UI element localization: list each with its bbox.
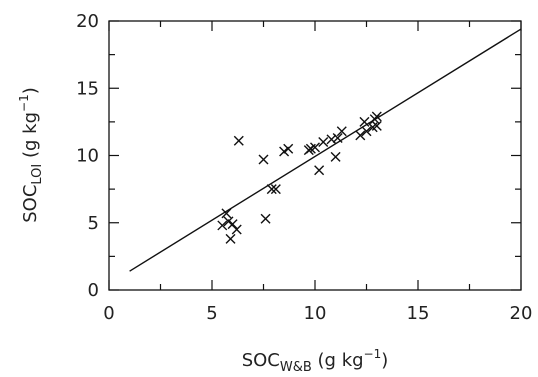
- y-axis-label-units: (g kg: [20, 112, 41, 164]
- data-point: [227, 219, 238, 230]
- data-point: [332, 133, 343, 144]
- regression-line: [129, 28, 522, 272]
- x-tick-label: 0: [103, 303, 114, 324]
- data-point: [318, 137, 329, 148]
- y-tick-label: 10: [76, 146, 99, 167]
- y-tick-label: 20: [76, 11, 99, 32]
- data-point: [326, 134, 337, 145]
- data-point: [336, 126, 347, 137]
- y-tick-label: 0: [88, 280, 99, 301]
- x-tick-label: 5: [206, 303, 217, 324]
- data-point: [314, 165, 325, 176]
- data-point: [221, 208, 232, 219]
- data-point: [330, 151, 341, 162]
- y-tick-label: 5: [88, 213, 99, 234]
- y-axis-label-superscript: −1: [17, 94, 31, 112]
- data-point: [233, 135, 244, 146]
- x-tick-label: 10: [304, 303, 327, 324]
- y-axis-label-base: SOC: [20, 185, 41, 223]
- data-point: [355, 130, 366, 141]
- data-point: [310, 142, 320, 153]
- x-axis-label: SOCW&B (g kg−1): [242, 347, 389, 375]
- plot-frame: [108, 20, 522, 291]
- data-point: [231, 224, 242, 235]
- data-point: [361, 126, 372, 137]
- x-tick-label: 20: [510, 303, 533, 324]
- data-point: [283, 143, 294, 154]
- y-tick-label: 15: [76, 78, 99, 99]
- x-axis-label-subscript: W&B: [280, 360, 312, 375]
- y-axis-label-subscript: LOI: [30, 164, 45, 185]
- data-point: [270, 184, 281, 195]
- data-points: [217, 111, 382, 244]
- axis-tick-labels: 0 5 10 15 20 0 5 10 15 20: [76, 11, 532, 324]
- data-point: [266, 184, 277, 195]
- data-point: [225, 233, 236, 244]
- data-point: [359, 116, 370, 127]
- data-point: [371, 120, 382, 131]
- x-axis-label-units-end: ): [381, 350, 388, 371]
- x-axis-label-base: SOC: [242, 350, 280, 371]
- data-point: [371, 111, 382, 122]
- data-point: [217, 220, 228, 231]
- x-axis-label-superscript: −1: [364, 347, 382, 361]
- x-axis-label-units: (g kg: [312, 350, 364, 371]
- y-axis-label-units-end: ): [20, 87, 41, 94]
- axis-ticks: [108, 20, 522, 291]
- data-point: [260, 213, 271, 224]
- y-axis-label: SOCLOI (g kg−1): [17, 87, 45, 223]
- x-tick-label: 15: [407, 303, 430, 324]
- data-point: [258, 154, 269, 165]
